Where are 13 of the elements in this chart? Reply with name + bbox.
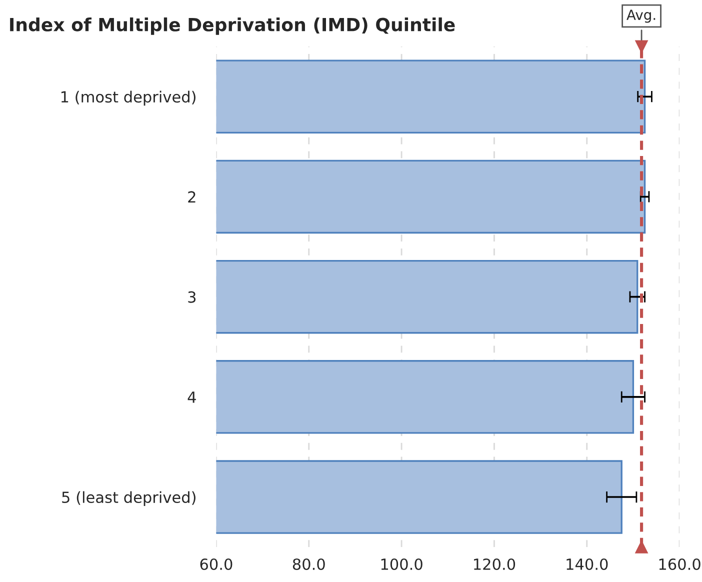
x-tick-label: 60.0 — [200, 558, 232, 570]
x-tick-label: 80.0 — [292, 558, 325, 570]
y-tick-label: 1 (most deprived) — [61, 90, 196, 106]
y-tick-label: 5 (least deprived) — [62, 491, 196, 506]
x-tick-label: 100.0 — [381, 558, 422, 570]
x-tick-label: 160.0 — [659, 558, 700, 570]
y-tick-label: 3 — [188, 291, 196, 303]
ref-line-label: Avg. — [626, 10, 656, 23]
chart-title: Index of Multiple Deprivation (IMD) Quintile — [10, 17, 455, 35]
x-tick-label: 120.0 — [474, 558, 516, 570]
y-tick-label: 4 — [188, 392, 196, 403]
x-tick-label: 140.0 — [566, 558, 608, 570]
y-tick-label: 2 — [188, 191, 196, 203]
